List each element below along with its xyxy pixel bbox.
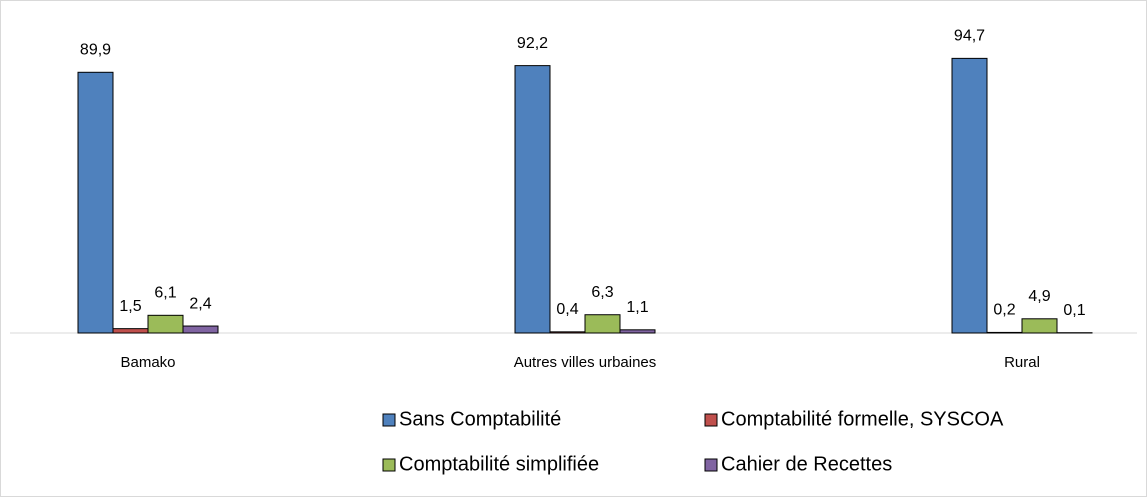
bar <box>182 325 219 334</box>
x-tick-label: Bamako <box>120 354 175 371</box>
legend-label: Comptabilité formelle, SYSCOA <box>721 408 1004 430</box>
legend-label: Cahier de Recettes <box>721 453 892 475</box>
data-label: 1,1 <box>626 299 648 316</box>
legend-swatch <box>704 458 718 472</box>
data-label: 0,1 <box>1063 302 1085 319</box>
legend-swatch <box>704 413 718 427</box>
legend-label: Comptabilité simplifiée <box>399 453 599 475</box>
bar <box>77 71 114 334</box>
legend-swatch <box>382 413 396 427</box>
x-tick-label: Autres villes urbaines <box>514 354 657 371</box>
data-label: 6,3 <box>591 284 613 301</box>
bar <box>147 314 184 334</box>
legend-label: Sans Comptabilité <box>399 408 561 430</box>
bar <box>112 328 149 334</box>
data-label: 1,5 <box>119 298 141 315</box>
data-label: 4,9 <box>1028 288 1050 305</box>
bar <box>549 331 586 334</box>
data-label: 6,1 <box>154 285 176 302</box>
data-label: 0,4 <box>556 301 578 318</box>
bar <box>584 314 621 334</box>
bar <box>619 329 656 334</box>
data-label: 94,7 <box>954 28 985 45</box>
data-label: 0,2 <box>993 302 1015 319</box>
legend-swatch <box>382 458 396 472</box>
data-label: 2,4 <box>189 295 211 312</box>
bar <box>1021 318 1058 334</box>
data-label: 89,9 <box>80 42 111 59</box>
x-tick-label: Rural <box>1004 354 1040 371</box>
bar <box>951 57 988 334</box>
data-label: 92,2 <box>517 35 548 52</box>
bar <box>986 331 1023 334</box>
bar <box>514 65 551 334</box>
